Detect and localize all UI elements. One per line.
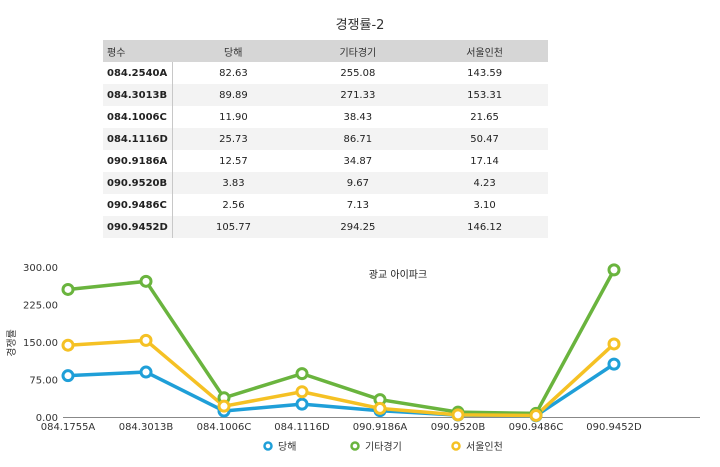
- table-cell: 146.12: [421, 216, 548, 238]
- table-cell: 11.90: [219, 111, 248, 123]
- series-line: [67, 338, 616, 418]
- table-cell: 50.47: [421, 128, 548, 150]
- table-cell: 3.10: [473, 199, 496, 211]
- data-point: [61, 338, 75, 352]
- table-row: 090.9486C 2.56 7.13 3.10: [103, 194, 548, 216]
- legend-marker: [451, 441, 461, 451]
- data-point: [139, 365, 153, 379]
- header-cell: 기타경기: [294, 40, 422, 62]
- table-row: 084.1116D 25.73 86.71 50.47: [103, 128, 548, 150]
- table-cell: 86.71: [294, 128, 422, 150]
- table-cell: 17.14: [470, 155, 499, 167]
- table-row: 090.9186A 12.57 34.87 17.14: [103, 150, 548, 172]
- table-cell: 9.67: [294, 172, 422, 194]
- table-cell: 38.43: [343, 111, 373, 123]
- y-tick-label: 0.00: [36, 413, 58, 424]
- data-point: [139, 333, 153, 347]
- data-point: [451, 408, 465, 422]
- legend-marker: [350, 441, 360, 451]
- table-cell: 105.77: [172, 216, 295, 238]
- row-header-cell: 090.9520B: [103, 172, 173, 194]
- table-cell: 21.65: [470, 111, 499, 123]
- data-point: [61, 282, 75, 296]
- legend-label: 당해: [278, 440, 296, 453]
- table-cell: 12.57: [219, 155, 248, 167]
- y-tick-label: 75.00: [29, 376, 58, 387]
- table-cell: 4.23: [421, 172, 548, 194]
- row-header-cell: 090.9186A: [103, 150, 173, 172]
- x-tick-label: 090.9486C: [509, 422, 564, 433]
- x-tick-label: 084.1006C: [197, 422, 252, 433]
- table-row: 084.1006C 11.90 38.43 21.65: [103, 106, 548, 128]
- table-cell: 153.31: [421, 84, 548, 106]
- x-tick-label: 090.9186A: [353, 422, 408, 433]
- row-header-cell: 084.2540A: [103, 62, 173, 84]
- legend-label: 서울인천: [466, 441, 503, 453]
- data-point: [529, 408, 543, 422]
- table-cell: 25.73: [172, 128, 295, 150]
- row-header-cell: 090.9452D: [103, 216, 173, 238]
- table-cell: 294.25: [294, 216, 422, 238]
- table-cell: 143.59: [467, 67, 503, 79]
- competition-table: 평수 당해 기타경기 서울인천 084.2540A 82.63 255.08 1…: [103, 40, 548, 238]
- data-point: [295, 367, 309, 381]
- row-header-cell: 090.9486C: [103, 194, 173, 216]
- line-chart: 광교 아이파크 경쟁률 0.0075.00150.00225.00300.00 …: [5, 263, 700, 453]
- data-point: [295, 385, 309, 399]
- series-line: [67, 269, 616, 416]
- y-tick-label: 225.00: [23, 301, 58, 312]
- table-cell: 2.56: [222, 199, 245, 211]
- chart-title: 광교 아이파크: [369, 269, 427, 281]
- data-point: [607, 263, 621, 277]
- x-tick-label: 090.9452D: [586, 422, 642, 433]
- x-tick-label: 084.1755A: [41, 422, 96, 433]
- data-point: [607, 337, 621, 351]
- table-title: 경쟁률-2: [335, 18, 385, 33]
- legend-label: 기타경기: [365, 440, 402, 453]
- table-row: 090.9452D 105.77 294.25 146.12: [103, 216, 548, 238]
- header-cell: 평수: [103, 40, 172, 62]
- y-axis-title: 경쟁률: [5, 329, 18, 357]
- x-tick-label: 090.9520B: [431, 422, 486, 433]
- x-tick-label: 084.3013B: [119, 422, 174, 433]
- table-cell: 255.08: [340, 67, 376, 79]
- data-point: [217, 399, 231, 413]
- y-tick-label: 300.00: [23, 263, 58, 274]
- y-tick-label: 150.00: [23, 338, 58, 349]
- table-cell: 34.87: [343, 155, 373, 167]
- header-cell: 당해: [172, 40, 295, 62]
- table-cell: 271.33: [294, 84, 422, 106]
- row-header-cell: 084.1006C: [103, 106, 173, 128]
- data-point: [373, 401, 387, 415]
- row-header-cell: 084.3013B: [103, 84, 173, 106]
- data-point: [61, 369, 75, 383]
- data-point: [295, 397, 309, 411]
- row-header-cell: 084.1116D: [103, 128, 173, 150]
- data-point: [139, 274, 153, 288]
- table-cell: 3.83: [172, 172, 295, 194]
- header-cell: 서울인천: [421, 40, 548, 62]
- table-row: 084.2540A 82.63 255.08 143.59: [103, 62, 548, 84]
- data-point: [607, 357, 621, 371]
- table-cell: 7.13: [346, 199, 369, 211]
- table-row: 090.9520B 3.83 9.67 4.23: [103, 172, 548, 194]
- table-header-row: 평수 당해 기타경기 서울인천: [103, 40, 548, 62]
- table-row: 084.3013B 89.89 271.33 153.31: [103, 84, 548, 106]
- legend-marker: [263, 441, 273, 451]
- table-cell: 89.89: [172, 84, 295, 106]
- table-cell: 82.63: [219, 67, 248, 79]
- x-tick-label: 084.1116D: [274, 422, 330, 433]
